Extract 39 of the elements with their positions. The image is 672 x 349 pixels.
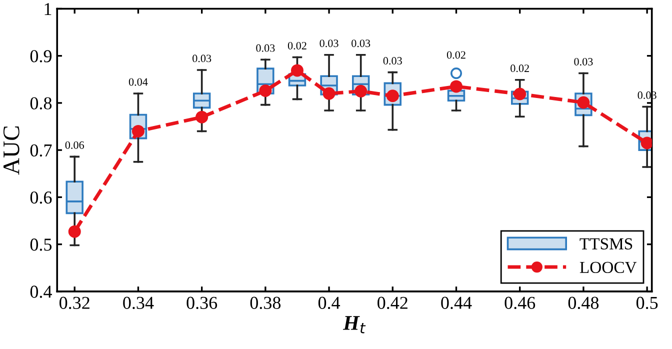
x-axis-title: H$_{t}$ [342, 316, 366, 334]
annotation: 0.03 [352, 40, 370, 48]
y-tick-label: 0.5 [30, 238, 52, 251]
x-tick-label: 0.48 [568, 296, 599, 310]
y-axis-title: AUC [3, 126, 20, 175]
annotation: 0.02 [446, 51, 466, 59]
y-tick-label: 0.8 [30, 97, 52, 110]
point [196, 110, 208, 124]
x-tick-label: 0.32 [60, 296, 90, 310]
x-tick-label: 0.36 [186, 296, 218, 310]
x-tick-label: 0.42 [378, 296, 408, 310]
legend-label: TTSMS [580, 238, 632, 250]
x-tick-label: 0.5 [636, 296, 658, 310]
x-tick-label: 0.4 [318, 296, 340, 310]
legend-label: LOOCV [580, 262, 637, 274]
y-tick-label: 0.6 [30, 191, 52, 204]
point [68, 225, 81, 238]
point [640, 136, 652, 150]
x-tick-label: 0.38 [250, 296, 281, 310]
annotation: 0.02 [510, 64, 529, 72]
annotation: 0.03 [320, 40, 338, 48]
annotation: 0.03 [192, 54, 212, 62]
point [259, 84, 272, 97]
point [322, 87, 336, 100]
x-tick-label: 0.46 [504, 296, 536, 310]
annotation: 0.02 [288, 42, 306, 50]
annotation: 0.03 [383, 57, 402, 65]
y-tick-label: 1 [44, 3, 52, 15]
annotation: 0.06 [65, 141, 84, 149]
x-tick-label: 0.44 [441, 296, 472, 310]
y-tick-label: 0.7 [30, 144, 52, 157]
y-tick-label: 0.9 [30, 50, 52, 62]
annotation: 0.03 [256, 44, 275, 52]
annotation: 0.03 [574, 58, 593, 66]
point [290, 64, 304, 77]
annotation: 0.04 [128, 78, 148, 86]
y-tick-label: 0.4 [30, 286, 52, 298]
point [450, 80, 462, 93]
x-tick-label: 0.34 [123, 296, 154, 310]
